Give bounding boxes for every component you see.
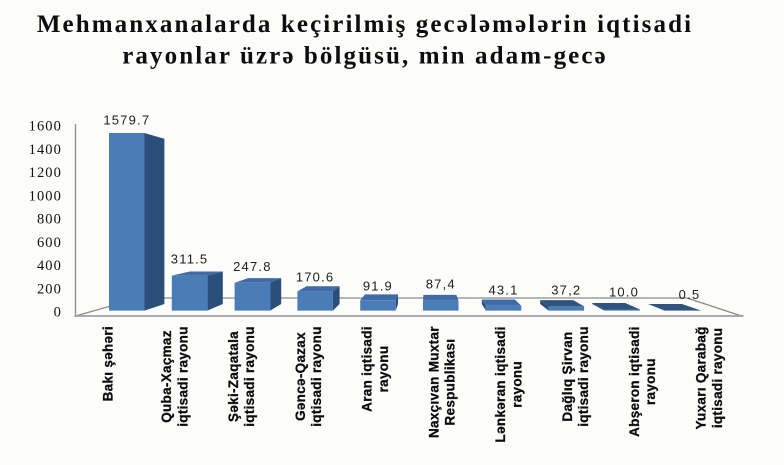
svg-text:Aran iqtisadi: Aran iqtisadi [360,326,375,412]
svg-text:iqtisadi rayonu: iqtisadi rayonu [710,328,725,429]
svg-text:10.0: 10.0 [609,285,639,300]
svg-text:Abşeron iqtisadi: Abşeron iqtisadi [627,326,642,437]
svg-text:0: 0 [54,305,62,321]
svg-text:87,4: 87,4 [426,276,456,291]
svg-text:Respublikası: Respublikası [443,339,458,426]
svg-text:iqtisadi rayonu: iqtisadi rayonu [309,326,324,427]
svg-text:600: 600 [37,235,62,251]
svg-text:1200: 1200 [29,165,62,181]
svg-text:1579.7: 1579.7 [103,113,150,128]
svg-text:rayonu: rayonu [643,358,658,405]
svg-text:Naxçıvan Muxtar: Naxçıvan Muxtar [426,326,441,438]
svg-text:1000: 1000 [29,188,62,204]
svg-text:91.9: 91.9 [363,279,393,294]
svg-text:rayonu: rayonu [376,346,391,393]
svg-text:170.6: 170.6 [296,270,335,285]
svg-text:iqtisadi rayonu: iqtisadi rayonu [576,326,591,427]
svg-text:Bakı şəhəri: Bakı şəhəri [101,326,116,401]
svg-text:400: 400 [37,258,62,274]
svg-text:rayonu: rayonu [509,361,524,408]
svg-text:iqtisadi rayonu: iqtisadi rayonu [175,326,190,427]
svg-text:1400: 1400 [29,142,62,158]
svg-text:iqtisadi rayonu: iqtisadi rayonu [242,326,257,427]
svg-text:200: 200 [37,281,62,297]
svg-text:Lənkəran iqtisadi: Lənkəran iqtisadi [493,326,508,442]
svg-text:0.5: 0.5 [679,287,701,302]
svg-text:247.8: 247.8 [233,259,272,274]
svg-text:43.1: 43.1 [488,282,518,297]
svg-text:37,2: 37,2 [551,282,581,297]
svg-text:Gəncə-Qazax: Gəncə-Qazax [293,332,308,421]
svg-text:1600: 1600 [29,119,62,135]
svg-text:311.5: 311.5 [171,251,209,266]
svg-text:Şəki-Zaqatala: Şəki-Zaqatala [226,331,241,422]
svg-text:Dağlıq Şirvan: Dağlıq Şirvan [560,331,575,421]
svg-text:Quba-Xaçmaz: Quba-Xaçmaz [159,330,174,423]
svg-text:Yuxarı Qarabağ: Yuxarı Qarabağ [694,326,709,429]
svg-text:800: 800 [37,212,62,228]
svg-text:Mehmanxanalarda keçirilmiş gec: Mehmanxanalarda keçirilmiş gecələmələrin… [37,11,693,38]
svg-text:rayonlar üzrə bölgüsü, min ada: rayonlar üzrə bölgüsü, min adam-gecə [122,43,608,70]
